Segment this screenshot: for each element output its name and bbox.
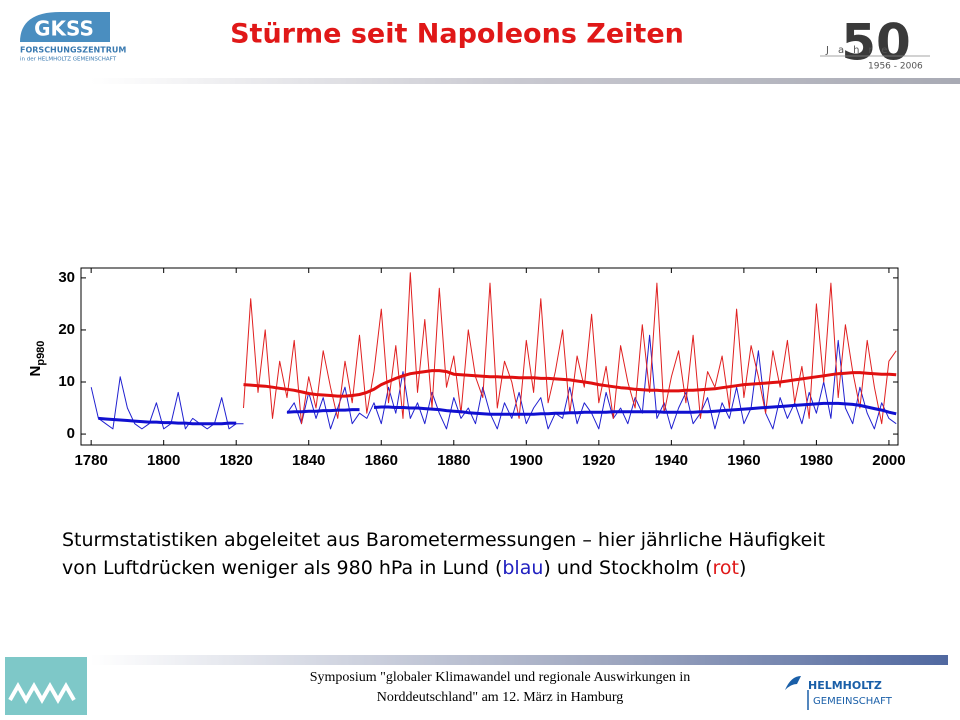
helmholtz-logo-shape [785,676,801,690]
anniversary-years: 1956 - 2006 [868,62,923,72]
caption-red-word: rot [712,557,739,579]
gkss-logo-shape [20,12,110,42]
x-tick-label: 1900 [510,452,543,469]
plot-frame [80,267,899,446]
helmholtz-logo-line1: HELMHOLTZ [808,679,882,692]
y-axis-label-subscript: p980 [35,341,47,366]
series-line [373,401,897,416]
caption-text: ) [739,557,747,579]
x-tick-label: 1940 [655,452,688,469]
header-bar [90,78,960,84]
series-line [286,408,360,414]
gkss-logo-line2: in der HELMHOLTZ GEMEINSCHAFT [20,57,117,63]
anniversary-word: Jahre [825,45,896,56]
x-tick-label: 1880 [437,452,470,469]
x-tick-label: 1860 [365,452,398,469]
series-line [90,376,244,430]
x-tick-label: 1980 [800,452,833,469]
y-tick-label: 20 [58,321,75,338]
footer-bar [90,655,948,665]
series-line [243,272,897,425]
footer-text: Symposium "globaler Klimawandel und regi… [309,670,691,705]
footer-logo-wave [8,681,76,705]
x-tick-label: 1960 [727,452,760,469]
x-tick-label: 1920 [582,452,615,469]
chart: 1780 1800 1820 1840 1860 1880 1900 1920 1940 1960… [27,267,906,469]
x-tick-label: 1800 [147,452,180,469]
x-tick-label: 2000 [872,452,905,469]
caption-blue-word: blau [502,557,544,579]
y-tick-label: 10 [58,373,75,390]
caption: Sturmstatistiken abgeleitet aus Baromete… [62,526,862,582]
caption-text: ) und Stockholm ( [543,557,713,579]
anniversary-number: 50 [841,14,911,72]
series-line [243,369,897,398]
x-tick-label: 1840 [292,452,325,469]
x-tick-label: 1780 [74,452,107,469]
y-axis-label-main: N [27,366,44,377]
series-line [98,416,237,426]
y-tick-label: 0 [67,425,75,442]
caption-text: Sturmstatistiken abgeleitet aus Baromete… [62,529,826,579]
x-tick-label: 1820 [220,452,253,469]
y-axis-label: Np980 [27,341,47,377]
helmholtz-logo-line2: GEMEINSCHAFT [813,696,893,707]
gkss-logo-name: GKSS [34,17,94,41]
y-tick-label: 30 [58,269,75,286]
gkss-logo-line1: FORSCHUNGSZENTRUM [20,46,126,55]
slide-title: Stürme seit Napoleons Zeiten [230,19,684,50]
